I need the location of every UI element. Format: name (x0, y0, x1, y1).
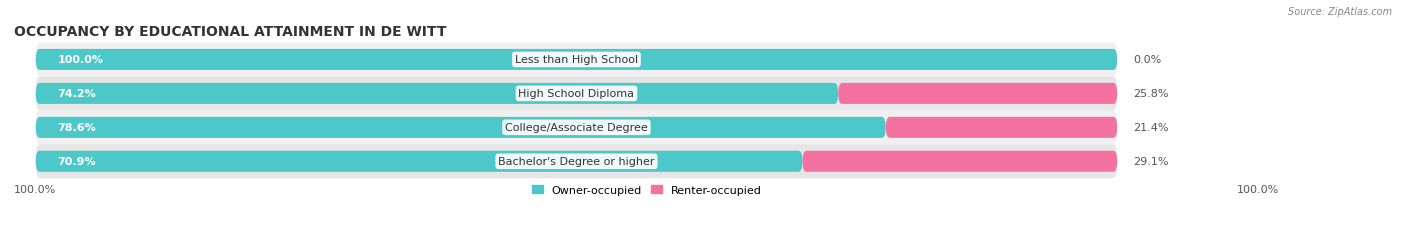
Text: 70.9%: 70.9% (58, 157, 96, 167)
FancyBboxPatch shape (35, 151, 803, 172)
Text: 74.2%: 74.2% (58, 89, 96, 99)
Text: College/Associate Degree: College/Associate Degree (505, 123, 648, 133)
Text: 21.4%: 21.4% (1133, 123, 1168, 133)
Text: 100.0%: 100.0% (58, 55, 103, 65)
FancyBboxPatch shape (35, 117, 886, 138)
FancyBboxPatch shape (35, 145, 1118, 179)
Text: Less than High School: Less than High School (515, 55, 638, 65)
FancyBboxPatch shape (803, 151, 1118, 172)
Text: High School Diploma: High School Diploma (519, 89, 634, 99)
FancyBboxPatch shape (35, 50, 1118, 71)
Text: 78.6%: 78.6% (58, 123, 96, 133)
FancyBboxPatch shape (838, 83, 1118, 104)
FancyBboxPatch shape (35, 77, 1118, 111)
Text: 0.0%: 0.0% (1133, 55, 1161, 65)
Text: OCCUPANCY BY EDUCATIONAL ATTAINMENT IN DE WITT: OCCUPANCY BY EDUCATIONAL ATTAINMENT IN D… (14, 25, 447, 39)
Text: 29.1%: 29.1% (1133, 157, 1168, 167)
FancyBboxPatch shape (35, 43, 1118, 77)
FancyBboxPatch shape (35, 111, 1118, 145)
Text: 25.8%: 25.8% (1133, 89, 1168, 99)
Text: 100.0%: 100.0% (14, 185, 56, 195)
Legend: Owner-occupied, Renter-occupied: Owner-occupied, Renter-occupied (527, 181, 766, 200)
FancyBboxPatch shape (886, 117, 1118, 138)
Text: Bachelor's Degree or higher: Bachelor's Degree or higher (498, 157, 655, 167)
Text: Source: ZipAtlas.com: Source: ZipAtlas.com (1288, 7, 1392, 17)
Text: 100.0%: 100.0% (1237, 185, 1279, 195)
FancyBboxPatch shape (35, 83, 838, 104)
